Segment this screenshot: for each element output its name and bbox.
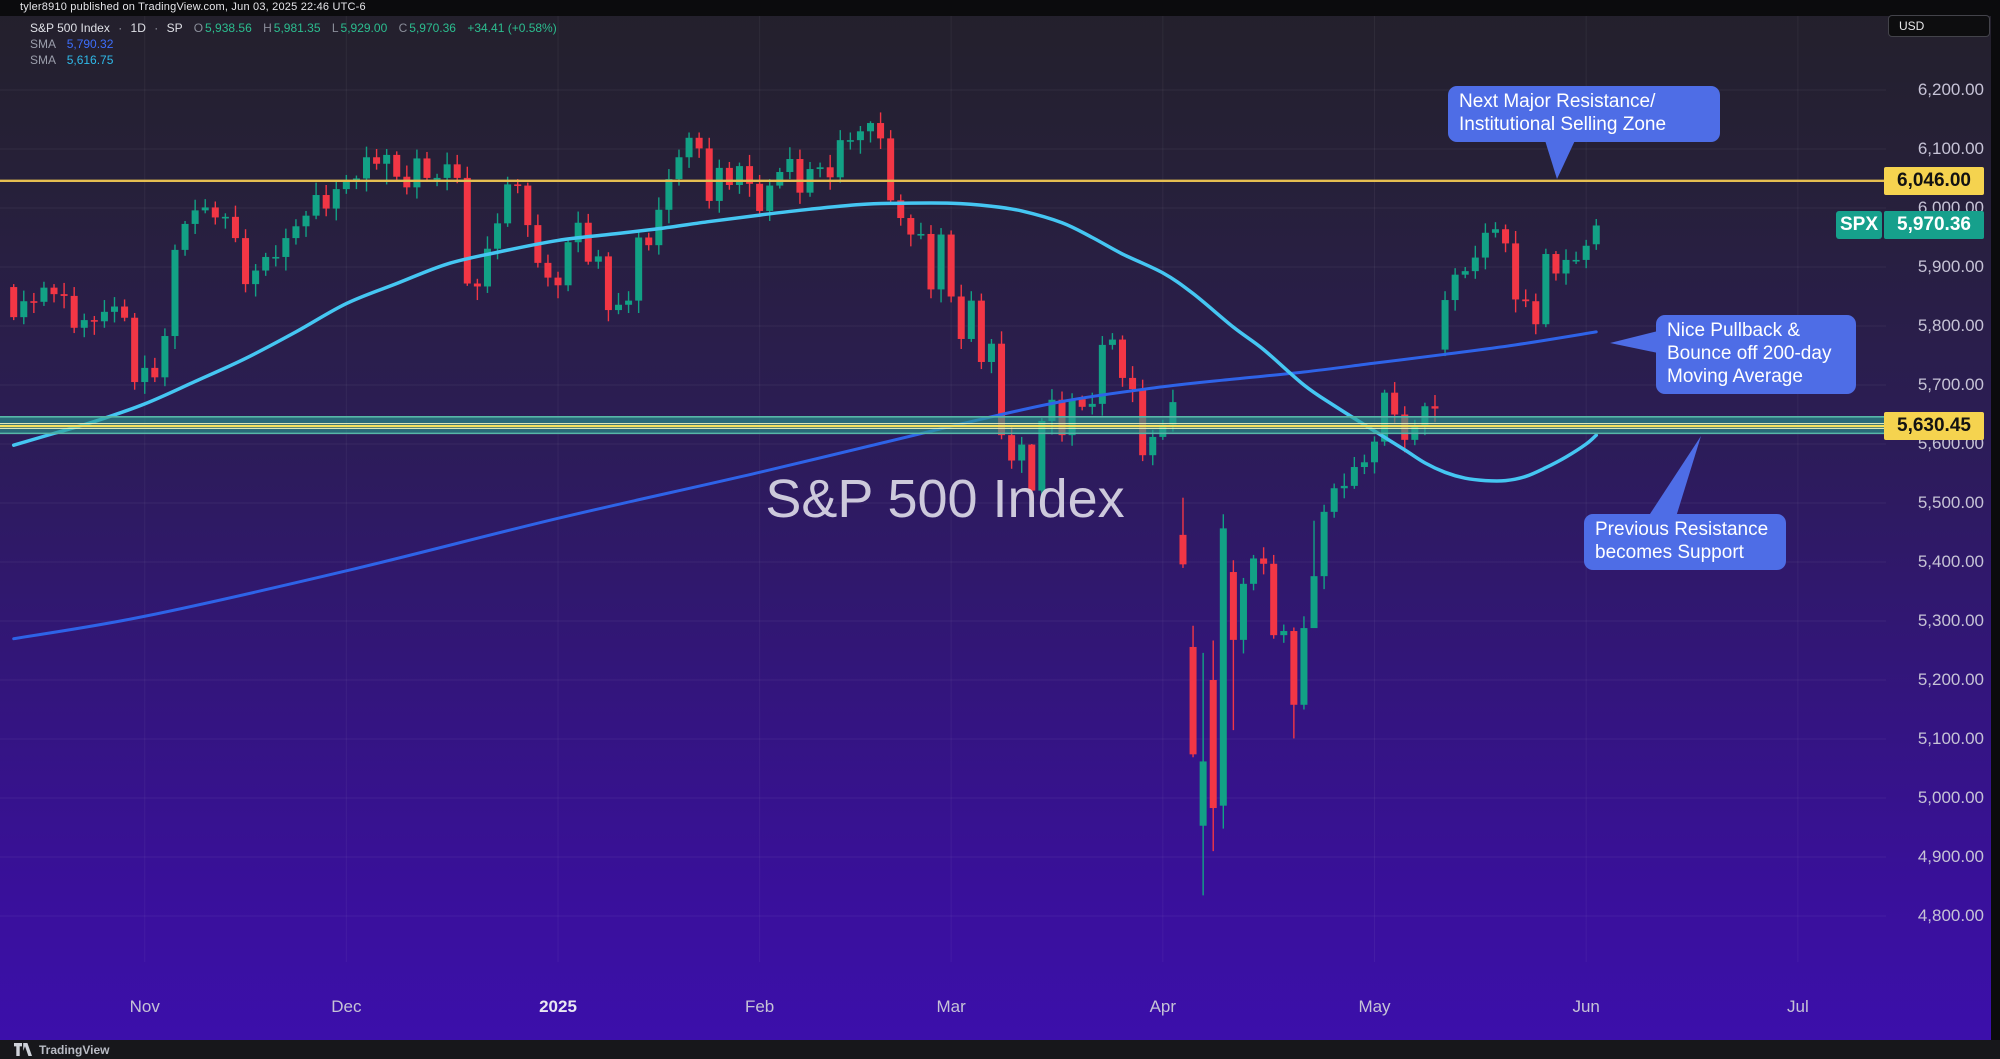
time-tick-label: Jul [1786,997,1809,1016]
high-label: H [263,21,272,35]
support-price-label: 5,630.45 [1884,412,1984,441]
change-value: +34.41 (+0.58%) [467,21,557,35]
time-tick-label: Jun [1572,997,1600,1016]
price-tick-label: 5,300.00 [1917,611,1984,630]
open-value: 5,938.56 [205,21,252,35]
price-tick-label: 6,100.00 [1917,139,1984,158]
annotation-200day-bounce[interactable]: Nice Pullback & Bounce off 200-day Movin… [1656,315,1856,394]
time-tick-label: 2025 [539,997,577,1016]
resistance-price-label: 6,046.00 [1884,166,1984,195]
time-tick-label: Mar [936,997,966,1016]
symbol-row[interactable]: S&P 500 Index · 1D · SP O 5,938.56 H 5,981… [30,22,557,35]
time-tick-label: Feb [744,997,775,1016]
chart-legend[interactable]: S&P 500 Index · 1D · SP O 5,938.56 H 5,981… [30,22,557,70]
sma-50-row[interactable]: SMA 5,616.75 [30,54,557,67]
currency-button[interactable]: USD [1888,15,1990,37]
time-tick-label: Nov [129,997,160,1016]
close-value: 5,970.36 [409,21,456,35]
price-tick-label: 5,900.00 [1917,257,1984,276]
close-label: C [398,21,408,35]
sma-50-value: 5,616.75 [66,53,114,67]
symbol-exchange: SP [166,21,183,35]
sma-200-row[interactable]: SMA 5,790.32 [30,38,557,51]
price-tick-label: 5,500.00 [1917,493,1984,512]
price-tick-label: 5,100.00 [1917,729,1984,748]
last-price-label: 5,970.36 [1884,211,1984,240]
price-tick-label: 5,400.00 [1917,552,1984,571]
annotation-support[interactable]: Previous Resistance becomes Support [1584,514,1786,570]
footer-bar: TradingView [0,1040,2000,1059]
symbol-flag-label: SPX [1836,211,1882,240]
sma-label: SMA [30,37,56,51]
symbol-interval: 1D [130,21,146,35]
price-tick-label: 5,700.00 [1917,375,1984,394]
high-value: 5,981.35 [273,21,321,35]
tradingview-logo-icon [14,1043,32,1056]
low-value: 5,929.00 [340,21,388,35]
price-tick-label: 5,800.00 [1917,316,1984,335]
right-edge-strip [1991,16,2000,1040]
symbol-watermark: S&P 500 Index [765,469,1125,529]
low-label: L [331,21,339,35]
sma-label: SMA [30,53,56,67]
time-tick-label: May [1358,997,1391,1016]
price-tick-label: 5,000.00 [1917,788,1984,807]
price-tick-label: 4,800.00 [1917,906,1984,925]
price-tick-label: 4,900.00 [1917,847,1984,866]
time-tick-label: Dec [331,997,362,1016]
open-label: O [193,21,204,35]
time-tick-label: Apr [1149,997,1177,1016]
tradingview-brand-text: TradingView [39,1042,110,1057]
publish-info: tyler8910 published on TradingView.com, … [20,1,366,13]
publish-bar: tyler8910 published on TradingView.com, … [0,0,2000,16]
legend-separator: · [118,21,123,35]
price-tick-label: 5,200.00 [1917,670,1984,689]
sma-200-value: 5,790.32 [66,37,114,51]
symbol-title: S&P 500 Index [30,21,110,35]
price-tick-label: 6,200.00 [1917,80,1984,99]
annotation-next-resistance[interactable]: Next Major Resistance/ Institutional Sel… [1448,86,1720,142]
legend-separator: · [154,21,159,35]
